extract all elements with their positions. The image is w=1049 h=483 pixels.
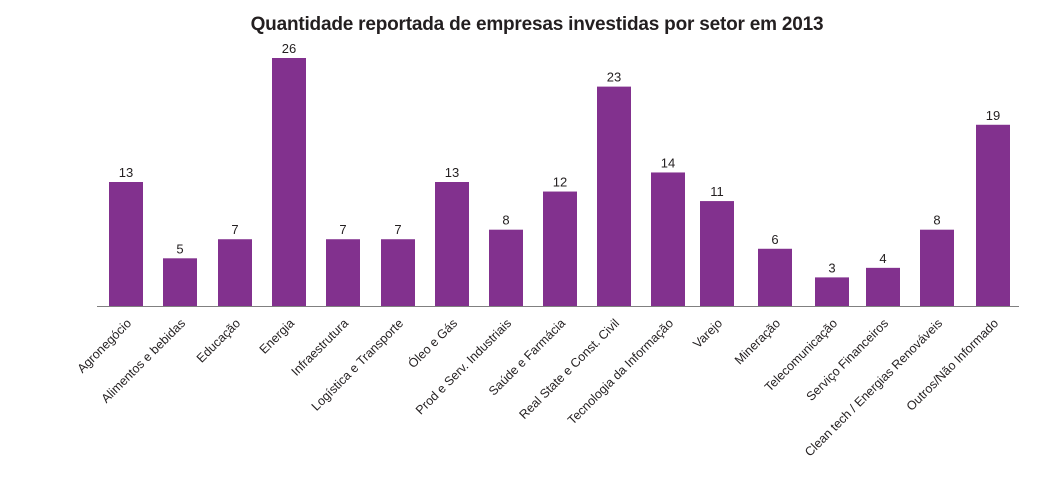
x-tick-label-4: Energia bbox=[257, 316, 297, 356]
x-tick-label-8: Prod e Serv. Industriais bbox=[413, 316, 514, 417]
value-label-17: 19 bbox=[986, 108, 1000, 123]
x-tick-label-3: Educação bbox=[194, 316, 243, 365]
x-tick-label-17: Outros/Não Informado bbox=[904, 316, 1001, 413]
bar-2 bbox=[163, 258, 197, 306]
bar-5 bbox=[326, 239, 360, 306]
bar-7 bbox=[435, 182, 469, 306]
value-label-10: 23 bbox=[607, 70, 621, 85]
value-label-15: 4 bbox=[879, 251, 886, 266]
value-label-5: 7 bbox=[339, 222, 346, 237]
bar-4 bbox=[272, 58, 306, 306]
value-label-16: 8 bbox=[933, 213, 940, 228]
x-tick-label-6: Logística e Transporte bbox=[309, 316, 406, 413]
bar-16 bbox=[920, 229, 954, 306]
bar-14 bbox=[815, 277, 849, 306]
bar-15 bbox=[866, 267, 900, 306]
value-label-4: 26 bbox=[282, 41, 296, 56]
value-label-1: 13 bbox=[119, 165, 133, 180]
x-tick-label-7: Óleo e Gás bbox=[405, 316, 460, 371]
value-label-2: 5 bbox=[176, 241, 183, 256]
value-label-7: 13 bbox=[445, 165, 459, 180]
bar-13 bbox=[758, 248, 792, 306]
value-label-3: 7 bbox=[231, 222, 238, 237]
x-tick-label-11: Tecnologia da Informação bbox=[565, 316, 676, 427]
value-label-14: 3 bbox=[828, 260, 835, 275]
value-label-6: 7 bbox=[394, 222, 401, 237]
bar-17 bbox=[976, 124, 1010, 307]
bars-group bbox=[109, 58, 1010, 307]
bar-1 bbox=[109, 182, 143, 306]
bar-8 bbox=[489, 229, 523, 306]
bar-6 bbox=[381, 239, 415, 306]
value-label-13: 6 bbox=[771, 232, 778, 247]
chart-title: Quantidade reportada de empresas investi… bbox=[250, 14, 824, 35]
x-tick-label-13: Mineração bbox=[732, 316, 783, 367]
bar-3 bbox=[218, 239, 252, 306]
value-label-8: 8 bbox=[502, 213, 509, 228]
value-label-11: 14 bbox=[661, 155, 675, 170]
bar-9 bbox=[543, 191, 577, 306]
value-labels-group: 13 5 7 26 7 7 13 8 12 23 14 11 6 3 4 8 19 bbox=[119, 41, 1000, 275]
x-tick-label-1: Agronegócio bbox=[75, 316, 135, 376]
bar-10 bbox=[597, 86, 631, 306]
bar-12 bbox=[700, 201, 734, 306]
value-label-12: 11 bbox=[710, 184, 724, 199]
x-tick-label-12: Varejo bbox=[690, 316, 725, 351]
bar-11 bbox=[651, 172, 685, 306]
x-tick-label-10: Real State e Const. Civil bbox=[516, 316, 622, 422]
value-label-9: 12 bbox=[553, 175, 567, 190]
